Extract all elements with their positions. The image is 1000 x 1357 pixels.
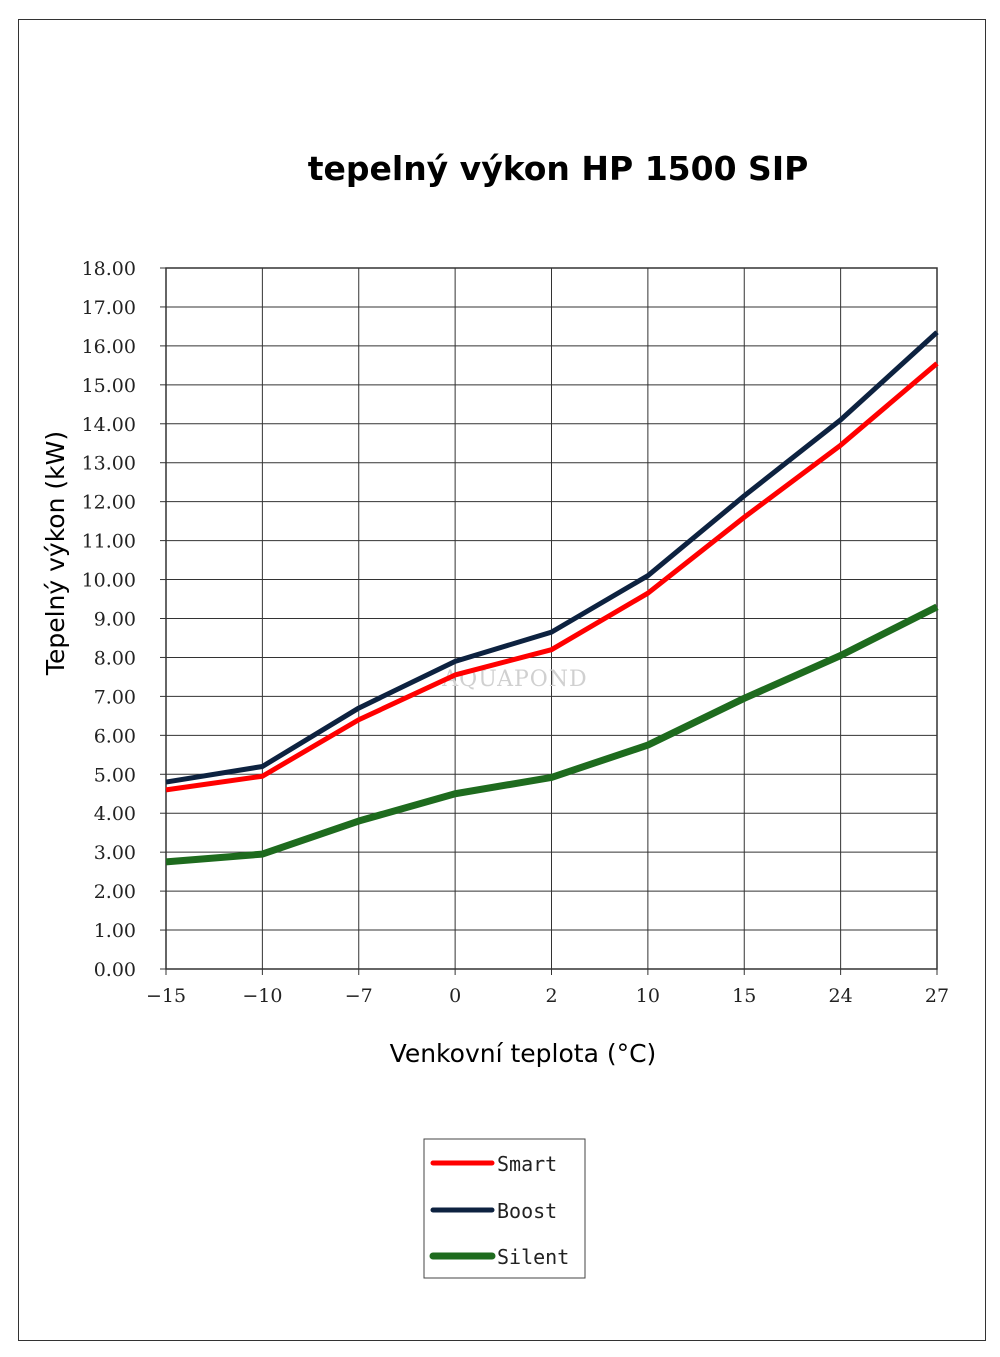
y-tick-label: 7.00 [94,686,136,708]
x-tick-label: −10 [242,985,282,1007]
y-tick-label: 8.00 [94,647,136,669]
x-tick-label: −15 [146,985,186,1007]
x-axis-ticks: −15 −10 −7 0 2 10 15 24 27 [146,985,949,1007]
x-tick-label: 0 [449,985,461,1007]
y-tick-label: 6.00 [94,725,136,747]
x-tick-label: 27 [925,985,949,1007]
y-tick-label: 3.00 [94,842,136,864]
legend-label-silent: Silent [497,1245,569,1269]
y-tick-label: 2.00 [94,881,136,903]
y-tick-label: 17.00 [82,297,136,319]
plot-border [165,267,938,970]
y-tick-label: 14.00 [82,414,136,436]
x-tick-label: 10 [636,985,660,1007]
y-axis-title: Tepelný výkon (kW) [41,431,70,676]
y-tick-label: 1.00 [94,920,136,942]
chart-title: tepelný výkon HP 1500 SIP [308,149,809,188]
y-tick-label: 4.00 [94,803,136,825]
y-tick-label: 10.00 [82,570,136,592]
x-tick-label: 24 [829,985,853,1007]
x-tick-label: −7 [345,985,373,1007]
series-line-smart [165,361,939,793]
y-tick-label: 18.00 [82,258,136,280]
legend-label-smart: Smart [497,1152,557,1176]
y-tick-label: 15.00 [82,375,136,397]
plot-grid [160,267,938,975]
y-tick-label: 0.00 [94,959,136,981]
y-axis-ticks: 0.00 1.00 2.00 3.00 4.00 5.00 6.00 7.00 8.00 9.00… [82,258,136,981]
series-lines [165,330,939,866]
y-tick-label: 13.00 [82,453,136,475]
y-tick-label: 12.00 [82,492,136,514]
x-tick-label: 15 [732,985,756,1007]
x-tick-label: 2 [545,985,557,1007]
legend: Smart Boost Silent [423,1138,586,1279]
x-axis-title: Venkovní teplota (°C) [390,1039,657,1068]
series-line-silent [165,603,939,866]
chart-frame [18,19,986,1341]
legend-label-boost: Boost [497,1199,557,1223]
y-tick-label: 16.00 [82,336,136,358]
series-line-boost [165,330,939,785]
y-tick-label: 9.00 [94,609,136,631]
y-tick-label: 11.00 [82,531,136,553]
y-tick-label: 5.00 [94,764,136,786]
